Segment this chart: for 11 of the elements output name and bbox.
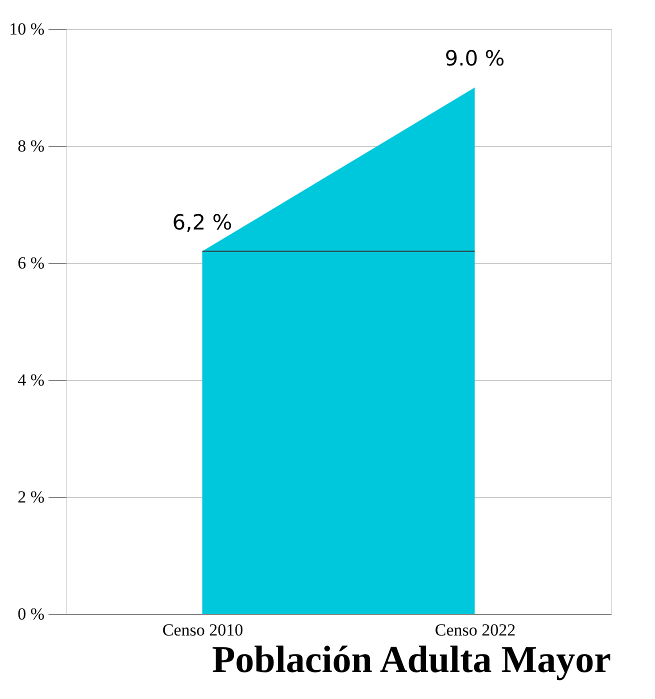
y-tick-label: 10 % — [9, 20, 44, 38]
text: Población Adulta Mayor — [212, 639, 612, 681]
data-label: 9.0 % — [444, 46, 505, 70]
x-tick-label: Censo 2010 — [162, 620, 244, 640]
data-label: 6,2 % — [172, 210, 232, 234]
y-tick-label: 8 % — [18, 136, 44, 156]
x-tick-label: Censo 2022 — [434, 620, 516, 640]
y-tick-label: 2 % — [18, 488, 44, 506]
y-tick-label: 0 % — [18, 604, 44, 624]
y-tick-label: 6 % — [18, 254, 44, 272]
y-tick-label: 4 % — [18, 370, 44, 390]
